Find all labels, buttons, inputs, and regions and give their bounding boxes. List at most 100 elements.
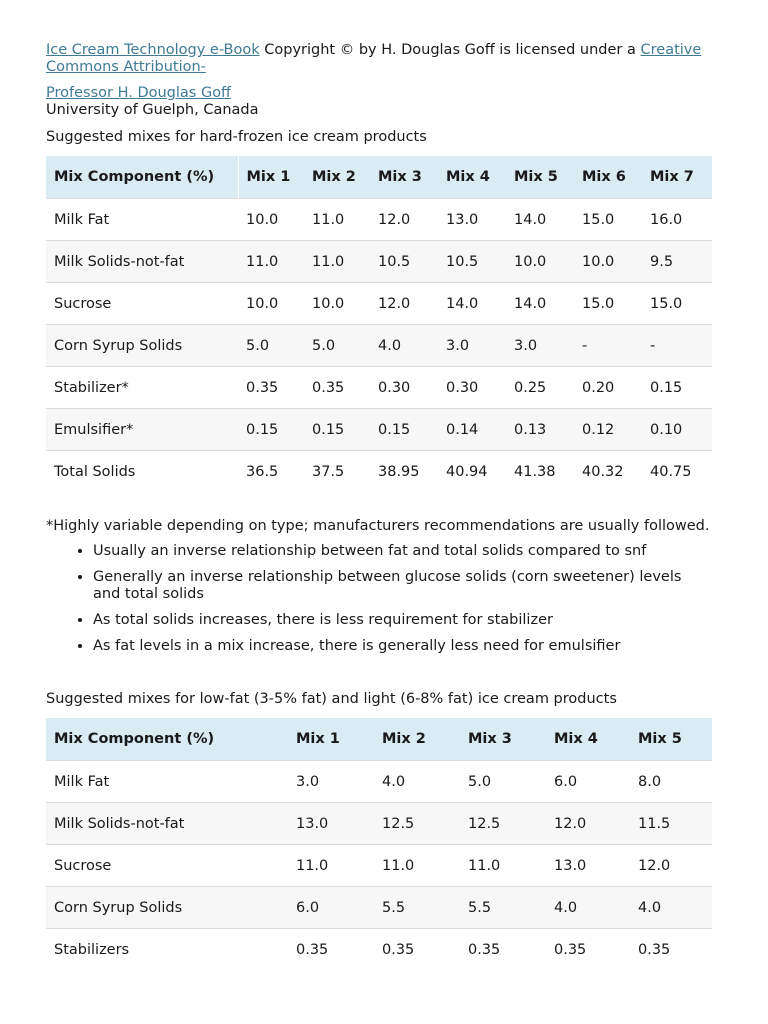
column-header: Mix 6 [574, 156, 642, 199]
table-cell: 11.0 [374, 844, 460, 887]
table-cell: 0.30 [370, 366, 438, 409]
table-row: Milk Solids-not-fat 11.0 11.0 10.5 10.5 … [46, 240, 712, 283]
table-cell: 37.5 [304, 450, 370, 492]
table-cell: 10.0 [304, 282, 370, 325]
table-cell: 5.0 [304, 324, 370, 367]
table-cell: 11.0 [288, 844, 374, 887]
table-cell: 11.0 [460, 844, 546, 887]
license-link[interactable]: Creative Commons Attribution- [46, 42, 702, 75]
column-header: Mix 1 [288, 718, 374, 761]
table-cell: 0.12 [574, 408, 642, 451]
table-row: Milk Fat 3.0 4.0 5.0 6.0 8.0 [46, 760, 712, 803]
table-cell: 15.0 [574, 198, 642, 241]
table-cell: 5.0 [460, 760, 546, 803]
table-cell: 9.5 [642, 240, 712, 283]
table-cell: 0.15 [642, 366, 712, 409]
table-cell: 10.5 [438, 240, 506, 283]
book-link[interactable]: Ice Cream Technology e-Book [46, 42, 260, 58]
bullet-list: Usually an inverse relationship between … [46, 543, 712, 655]
table-cell: 0.30 [438, 366, 506, 409]
table-cell: Milk Solids-not-fat [46, 802, 288, 845]
table-cell: 6.0 [288, 886, 374, 929]
affiliation-text: University of Guelph, Canada [46, 102, 259, 118]
column-header: Mix 1 [238, 156, 304, 199]
table-cell: 0.15 [238, 408, 304, 451]
list-item: As total solids increases, there is less… [93, 612, 712, 629]
table-header-row: Mix Component (%) Mix 1 Mix 2 Mix 3 Mix … [46, 718, 712, 761]
table-cell: 40.94 [438, 450, 506, 492]
table-cell: Milk Fat [46, 760, 288, 803]
table-row: Corn Syrup Solids 5.0 5.0 4.0 3.0 3.0 - … [46, 324, 712, 367]
hard-frozen-mix-table: Mix Component (%) Mix 1 Mix 2 Mix 3 Mix … [46, 156, 712, 492]
table-cell: 8.0 [630, 760, 712, 803]
list-item: Usually an inverse relationship between … [93, 543, 712, 560]
table-cell: 0.35 [460, 928, 546, 970]
table-cell: Corn Syrup Solids [46, 886, 288, 929]
table-row: Total Solids 36.5 37.5 38.95 40.94 41.38… [46, 450, 712, 492]
copyright-text: Copyright © by H. Douglas Goff is licens… [259, 42, 641, 58]
table-cell: 14.0 [506, 282, 574, 325]
table-cell: 40.75 [642, 450, 712, 492]
table-cell: 0.15 [370, 408, 438, 451]
table-cell: 11.5 [630, 802, 712, 845]
table-header-row: Mix Component (%) Mix 1 Mix 2 Mix 3 Mix … [46, 156, 712, 199]
table-cell: Sucrose [46, 282, 238, 325]
table-cell: Sucrose [46, 844, 288, 887]
column-header: Mix 2 [304, 156, 370, 199]
table-cell: 10.0 [506, 240, 574, 283]
author-link[interactable]: Professor H. Douglas Goff [46, 85, 232, 101]
table-cell: 12.0 [630, 844, 712, 887]
table-cell: 6.0 [546, 760, 630, 803]
table-cell: 10.0 [238, 198, 304, 241]
table-cell: 13.0 [546, 844, 630, 887]
table-cell: 13.0 [438, 198, 506, 241]
table-cell: 5.5 [374, 886, 460, 929]
table-cell: 3.0 [438, 324, 506, 367]
table-cell: - [642, 324, 712, 367]
column-header: Mix 7 [642, 156, 712, 199]
table-cell: 11.0 [304, 198, 370, 241]
table-cell: 0.13 [506, 408, 574, 451]
table-cell: 10.0 [574, 240, 642, 283]
table-cell: - [574, 324, 642, 367]
table-cell: 15.0 [574, 282, 642, 325]
list-item: Generally an inverse relationship betwee… [93, 569, 712, 603]
table-cell: 14.0 [438, 282, 506, 325]
table-cell: 13.0 [288, 802, 374, 845]
table-cell: 10.0 [238, 282, 304, 325]
column-header: Mix 4 [438, 156, 506, 199]
table-cell: 0.35 [374, 928, 460, 970]
table-cell: 14.0 [506, 198, 574, 241]
table2-caption: Suggested mixes for low-fat (3-5% fat) a… [46, 691, 617, 707]
table-cell: 11.0 [238, 240, 304, 283]
column-header: Mix 3 [370, 156, 438, 199]
table-cell: 12.5 [374, 802, 460, 845]
table-cell: Milk Fat [46, 198, 238, 241]
low-fat-mix-table: Mix Component (%) Mix 1 Mix 2 Mix 3 Mix … [46, 718, 712, 970]
table-cell: 15.0 [642, 282, 712, 325]
table-row: Stabilizers 0.35 0.35 0.35 0.35 0.35 [46, 928, 712, 970]
table-cell: 12.0 [546, 802, 630, 845]
column-header: Mix 5 [506, 156, 574, 199]
table-cell: 4.0 [374, 760, 460, 803]
table-cell: 12.5 [460, 802, 546, 845]
table-cell: 4.0 [370, 324, 438, 367]
table-cell: Total Solids [46, 450, 238, 492]
table-cell: 0.15 [304, 408, 370, 451]
column-header: Mix Component (%) [46, 718, 288, 761]
table-row: Milk Fat 10.0 11.0 12.0 13.0 14.0 15.0 1… [46, 198, 712, 241]
table-cell: 0.35 [288, 928, 374, 970]
table-cell: 41.38 [506, 450, 574, 492]
table-cell: Emulsifier* [46, 408, 238, 451]
table-row: Milk Solids-not-fat 13.0 12.5 12.5 12.0 … [46, 802, 712, 845]
table-cell: 3.0 [288, 760, 374, 803]
column-header: Mix 5 [630, 718, 712, 761]
table-cell: Stabilizer* [46, 366, 238, 409]
table-cell: Milk Solids-not-fat [46, 240, 238, 283]
table1-caption: Suggested mixes for hard-frozen ice crea… [46, 129, 427, 145]
column-header: Mix 2 [374, 718, 460, 761]
table-row: Sucrose 11.0 11.0 11.0 13.0 12.0 [46, 844, 712, 887]
footnote-text: *Highly variable depending on type; manu… [46, 518, 710, 534]
table-cell: 36.5 [238, 450, 304, 492]
table-cell: 11.0 [304, 240, 370, 283]
